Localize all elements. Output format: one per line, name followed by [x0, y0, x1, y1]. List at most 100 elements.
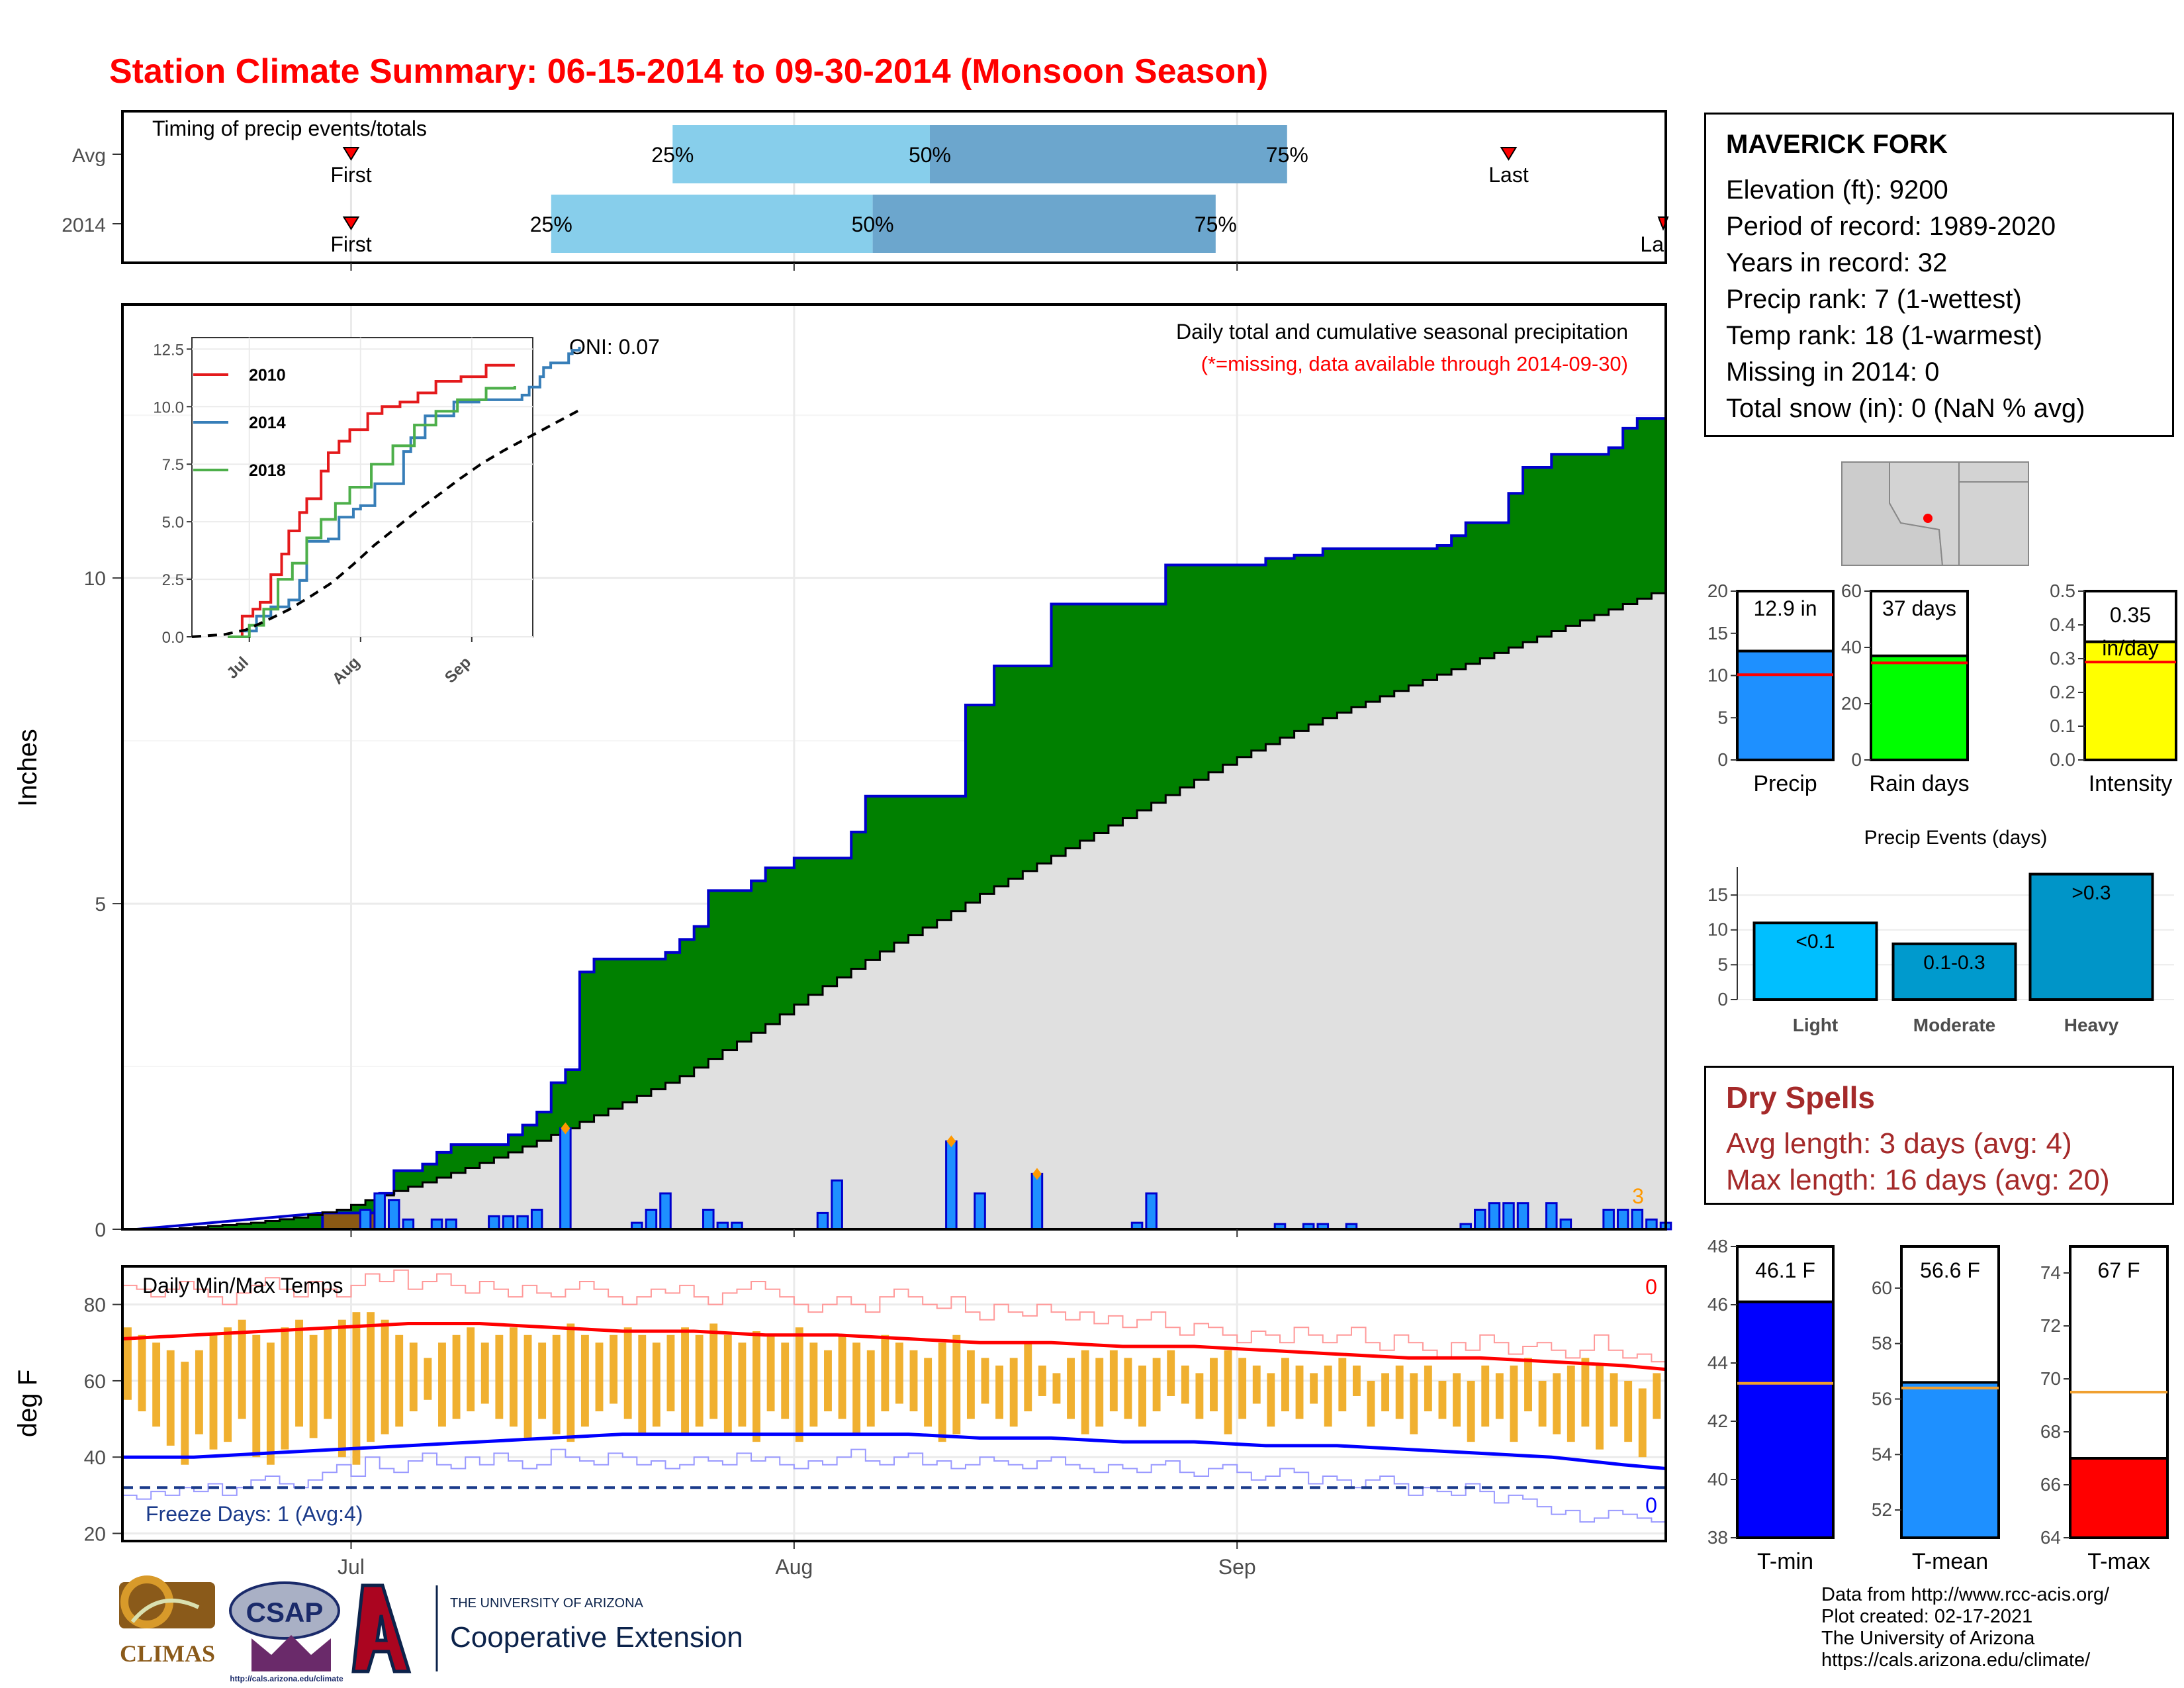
daily-precip-bar [1559, 1218, 1572, 1231]
y-tick-label: 0 [1717, 989, 1728, 1009]
timing-row-label: 2014 [62, 214, 106, 236]
inset-y-tick-label: 2.5 [162, 571, 184, 589]
station-snow: Total snow (in): 0 (NaN % avg) [1726, 394, 2085, 423]
daily-temp-range-bar [1252, 1365, 1261, 1404]
station-location-marker [1923, 514, 1933, 523]
y-tick-label: 5 [1717, 707, 1728, 727]
daily-temp-range-bar [723, 1335, 732, 1434]
inset-series-line [228, 386, 516, 638]
y-tick-label: 0.0 [2050, 749, 2075, 770]
p50-label: 50% [909, 143, 951, 167]
avg-max-line [122, 1321, 1666, 1372]
y-tick-label: 0 [1851, 749, 1862, 770]
y-tick-label: 15 [1707, 884, 1728, 905]
daily-temp-range-bar [738, 1342, 747, 1427]
y-tick-label: 52 [1872, 1499, 1892, 1520]
y-tick-label: 10 [1707, 665, 1728, 686]
heavy-event-marker [946, 1135, 956, 1148]
daily-precip-bar [1616, 1208, 1629, 1231]
daily-temp-range-bar [538, 1342, 547, 1419]
surplus-area [122, 408, 1666, 1229]
credits: Data from http://www.rcc-acis.org/ Plot … [1821, 1584, 2109, 1671]
daily-temp-range-bar [324, 1327, 332, 1419]
inset-y-tick-label: 7.5 [162, 456, 184, 474]
daily-temp-range-bar [552, 1335, 561, 1434]
location-map [1841, 461, 2029, 566]
daily-temp-range-bar [1210, 1358, 1218, 1412]
y-tick-label: 60 [84, 1371, 106, 1393]
heavy-event-marker [561, 1122, 570, 1135]
daily-temp-range-bar [1310, 1373, 1318, 1404]
dry-spells-box: Dry Spells Avg length: 3 days (avg: 4) M… [1704, 1066, 2174, 1205]
y-tick-label: 0.5 [2050, 581, 2075, 601]
inset-y-tick-label: 12.5 [153, 341, 184, 359]
daily-temp-range-bar [1495, 1373, 1504, 1419]
daily-temp-range-bar [909, 1350, 918, 1412]
daily-temp-range-bar [995, 1365, 1004, 1419]
daily-temp-range-bar [1324, 1365, 1332, 1427]
daily-precip-bar [1474, 1208, 1486, 1231]
y-tick-label: 5 [1717, 954, 1728, 974]
daily-temp-range-bar [795, 1327, 803, 1442]
daily-temp-range-bar [352, 1312, 361, 1465]
event-bar-label: >0.3 [2071, 882, 2111, 904]
p25-label: 25% [651, 143, 694, 167]
inset-series-line [228, 363, 515, 638]
temp-bar-label: T-max [2087, 1549, 2150, 1574]
station-elevation: Elevation (ft): 9200 [1726, 175, 1948, 205]
daily-precip-bar [1645, 1218, 1658, 1231]
y-tick-label: 20 [1707, 581, 1728, 601]
daily-temp-range-bar [1524, 1358, 1532, 1412]
daily-temp-range-bar [938, 1342, 946, 1442]
daily-temp-range-bar [467, 1327, 475, 1412]
p75-label: 75% [1266, 143, 1308, 167]
y-tick-label: 42 [1707, 1411, 1728, 1431]
legend-entry: 2010 [249, 366, 286, 385]
daily-precip-bar [488, 1215, 500, 1231]
temp-value-label: 56.6 F [1920, 1258, 1980, 1282]
events-title: Precip Events (days) [1864, 827, 2048, 849]
timing-title: Timing of precip events/totals [152, 117, 427, 140]
daily-temp-range-bar [224, 1327, 232, 1442]
daily-temp-range-bar [1081, 1350, 1089, 1434]
quartile-bar-dark [929, 125, 1287, 183]
daily-temp-range-bar [438, 1342, 446, 1427]
daily-temp-range-bar [1510, 1365, 1518, 1442]
daily-precip-bar [516, 1215, 529, 1231]
y-tick-label: 70 [2040, 1368, 2061, 1389]
station-missing: Missing in 2014: 0 [1726, 357, 1940, 387]
timing-row-label: Avg [72, 145, 106, 167]
daily-temp-range-bar [1453, 1373, 1461, 1427]
daily-temp-range-bar [338, 1319, 346, 1458]
temp-value-label: 67 F [2097, 1258, 2140, 1282]
daily-precip-bar [831, 1179, 843, 1231]
first-event-label: First [330, 232, 371, 256]
quartile-bar-dark [872, 195, 1216, 253]
daily-temp-range-bar [1238, 1358, 1247, 1419]
station-period: Period of record: 1989-2020 [1726, 212, 2056, 241]
daily-precip-bar [659, 1192, 672, 1231]
temperature-bars: 38 40 42 44 46 48 46.1 F T-min 52 54 56 58 60 56.6 F T… [1707, 1236, 2169, 1574]
event-category-label: Light [1793, 1015, 1838, 1035]
dry-spells-title: Dry Spells [1726, 1080, 1875, 1115]
svg-text:Cooperative Extension: Cooperative Extension [450, 1621, 743, 1654]
y-tick-label: 0 [1717, 749, 1728, 770]
daily-precip-bar [945, 1140, 958, 1231]
daily-temp-range-bar [1467, 1380, 1475, 1442]
p25-label: 25% [530, 212, 572, 236]
daily-temp-range-bar [1338, 1358, 1347, 1412]
daily-precip-bar [1516, 1202, 1529, 1231]
daily-temp-range-bar [1567, 1365, 1575, 1442]
daily-temp-range-bar [595, 1342, 604, 1412]
daily-temp-range-bar [1538, 1380, 1547, 1427]
inset-avg-line [191, 408, 580, 638]
y-tick-label: 10 [84, 568, 106, 590]
first-event-marker [342, 147, 360, 161]
daily-precip-bar [373, 1192, 386, 1231]
summary-bars: 0 5 10 15 20 12.9 in Precip 0 20 40 60 37 days Rain … [1707, 581, 2177, 796]
event-bar [2028, 872, 2154, 1002]
daily-temp-range-bar [781, 1342, 790, 1419]
y-tick-label: 15 [1707, 623, 1728, 643]
y-tick-label: 46 [1707, 1294, 1728, 1315]
